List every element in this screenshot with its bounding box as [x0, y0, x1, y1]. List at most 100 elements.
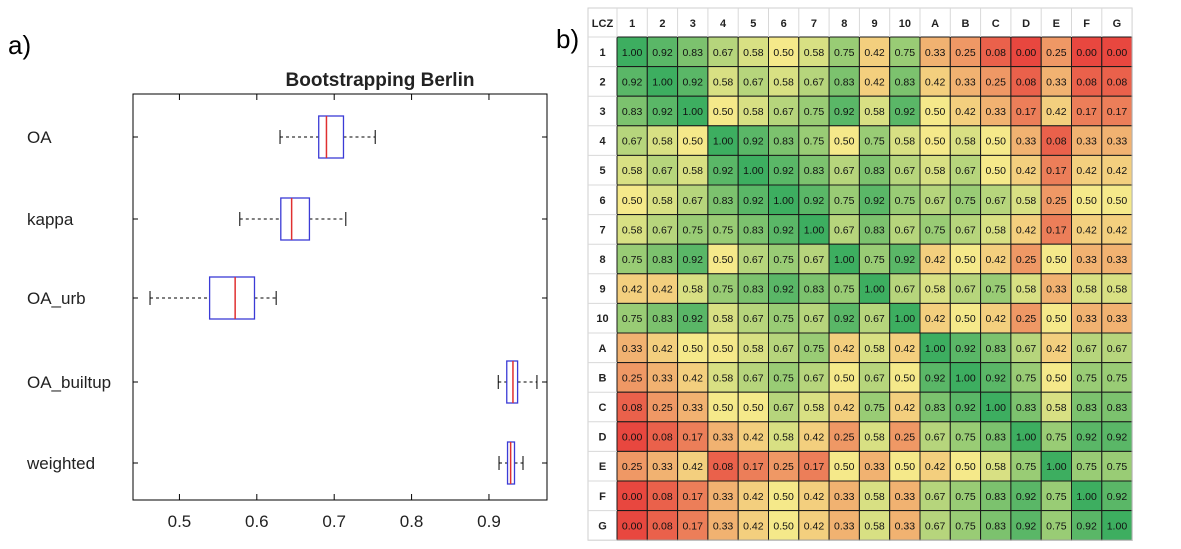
heatmap-cell	[707, 302, 739, 334]
heatmap-cell	[828, 125, 860, 156]
heatmap-cell-value: 0.42	[1046, 106, 1067, 118]
heatmap-cell-value: 0.75	[683, 224, 704, 236]
heatmap-cell	[1101, 391, 1133, 423]
heatmap-cell-value: 0.08	[1107, 76, 1128, 88]
heatmap-cell-value: 0.83	[1076, 402, 1097, 414]
heatmap-cell-value: 0.25	[773, 461, 794, 473]
column-header-label: 9	[871, 18, 877, 30]
heatmap-cell-value: 0.50	[773, 520, 794, 532]
heatmap-cell-value: 0.75	[864, 136, 885, 148]
heatmap-cell	[828, 332, 860, 364]
heatmap-cell	[980, 362, 1012, 393]
heatmap-cell	[858, 450, 891, 482]
heatmap-cell-value: 1.00	[986, 402, 1007, 414]
heatmap-cell	[949, 66, 982, 97]
heatmap-cell	[858, 362, 891, 393]
heatmap-cell-value: 0.33	[834, 520, 855, 532]
heatmap-cell-value: 0.42	[925, 76, 946, 88]
row-header-label: 3	[599, 106, 605, 118]
heatmap-cell-value: 0.58	[925, 165, 946, 177]
heatmap-cell-value: 0.92	[1107, 491, 1128, 503]
heatmap-cell	[616, 95, 648, 127]
heatmap-cell-value: 0.33	[713, 432, 734, 444]
heatmap-cell-value: 0.75	[773, 313, 794, 325]
heatmap-cell	[858, 36, 891, 68]
heatmap-cell-value: 0.83	[1016, 402, 1037, 414]
heatmap-cell	[737, 214, 770, 245]
column-header-label: A	[931, 18, 939, 30]
heatmap-cell-value: 0.33	[652, 461, 673, 473]
heatmap-cell	[616, 302, 648, 334]
heatmap-cell-value: 0.83	[864, 165, 885, 177]
heatmap-cell	[1010, 302, 1042, 334]
heatmap-cell-value: 0.83	[652, 254, 673, 266]
heatmap-cell-value: 0.00	[1076, 47, 1097, 59]
heatmap-cell	[646, 480, 679, 512]
heatmap-cell	[707, 332, 739, 364]
heatmap-cell-value: 0.67	[925, 491, 946, 503]
heatmap-cell-value: 0.33	[652, 372, 673, 384]
heatmap-cell-value: 0.83	[864, 224, 885, 236]
heatmap-cell-value: 0.83	[743, 284, 764, 296]
heatmap-cell-value: 0.50	[713, 254, 734, 266]
heatmap-cell-value: 0.50	[955, 254, 976, 266]
x-tick-label: 0.5	[168, 512, 192, 531]
row-header-label: 9	[599, 284, 605, 296]
heatmap-cell-value: 0.67	[1107, 343, 1128, 355]
heatmap-cell	[1010, 184, 1042, 216]
heatmap-cell	[1101, 273, 1133, 304]
heatmap-cell-value: 1.00	[955, 372, 976, 384]
heatmap-cell-value: 0.33	[1107, 254, 1128, 266]
heatmap-cell-value: 0.92	[743, 136, 764, 148]
heatmap-cell-value: 0.58	[743, 106, 764, 118]
x-tick-label: 0.6	[245, 512, 269, 531]
heatmap-cell-value: 0.42	[864, 47, 885, 59]
heatmap-cell-value: 0.33	[1107, 313, 1128, 325]
heatmap-cell-value: 0.50	[955, 461, 976, 473]
heatmap-cell	[949, 184, 982, 216]
heatmap-cell-value: 0.67	[622, 136, 643, 148]
heatmap-cell-value: 0.00	[622, 491, 643, 503]
heatmap-cell-value: 0.75	[925, 224, 946, 236]
heatmap-cell-value: 0.00	[622, 520, 643, 532]
heatmap-cell-value: 0.75	[804, 136, 825, 148]
heatmap-cell	[1010, 243, 1042, 275]
heatmap-cell-value: 0.33	[986, 106, 1007, 118]
heatmap-cell	[1040, 273, 1072, 304]
heatmap-cell-value: 0.58	[683, 165, 704, 177]
heatmap-cell-value: 0.58	[1016, 284, 1037, 296]
column-header-label: G	[1113, 18, 1122, 30]
heatmap-cell-value: 0.75	[986, 284, 1007, 296]
heatmap-cell	[677, 243, 709, 275]
heatmap-cell-value: 0.83	[713, 195, 734, 207]
heatmap-cell-value: 0.67	[925, 195, 946, 207]
heatmap-cell	[1071, 510, 1103, 541]
heatmap-cell-value: 0.83	[683, 47, 704, 59]
heatmap-cell-value: 0.67	[773, 343, 794, 355]
heatmap-cell-value: 0.58	[743, 47, 764, 59]
heatmap-cell-value: 0.92	[773, 165, 794, 177]
heatmap-cell-value: 0.42	[1046, 343, 1067, 355]
heatmap-cell	[1040, 66, 1072, 97]
column-header-label: 1	[629, 18, 635, 30]
row-header-label: 6	[599, 195, 605, 207]
row-header-label: G	[598, 520, 607, 532]
row-header-label: 10	[596, 313, 608, 325]
heatmap-cell-value: 1.00	[773, 195, 794, 207]
heatmap-cell-value: 0.67	[955, 165, 976, 177]
heatmap-cell	[677, 95, 709, 127]
heatmap-cell-value: 0.58	[622, 224, 643, 236]
heatmap-cell	[616, 450, 648, 482]
heatmap-cell-value: 0.58	[713, 313, 734, 325]
heatmap-cell-value: 0.42	[925, 461, 946, 473]
column-header-label: 10	[899, 18, 911, 30]
y-category-label: OA	[27, 128, 52, 147]
heatmap-cell-value: 0.42	[1076, 165, 1097, 177]
heatmap-cell	[677, 36, 709, 68]
heatmap-cell-value: 0.58	[895, 136, 916, 148]
heatmap-cell	[1071, 214, 1103, 245]
heatmap-cell-value: 0.75	[804, 343, 825, 355]
heatmap-cell-value: 0.92	[652, 47, 673, 59]
heatmap-cell-value: 0.58	[1046, 402, 1067, 414]
